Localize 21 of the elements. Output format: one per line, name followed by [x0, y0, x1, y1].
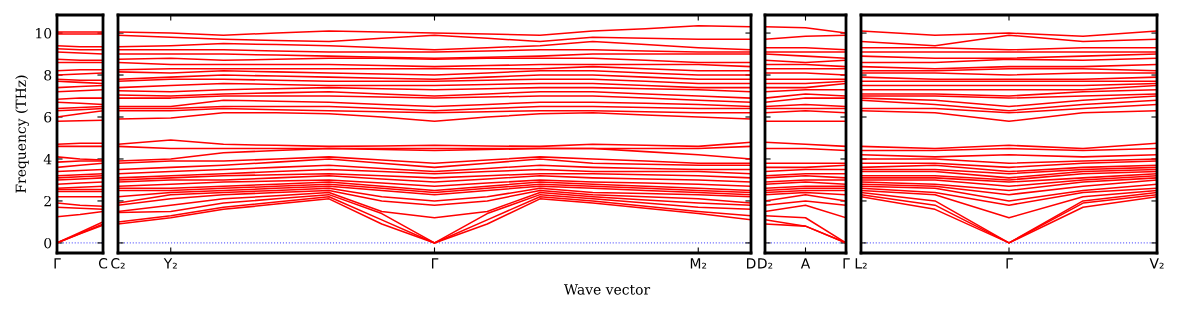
x-tick-label: Γ	[1006, 258, 1013, 269]
y-axis-title: Frequency (THz)	[15, 75, 29, 193]
y-tick-label: 6	[44, 111, 52, 123]
x-tick-label: M₂	[690, 258, 707, 269]
x-tick-label: V₂	[1149, 258, 1164, 269]
x-axis-title: Wave vector	[563, 284, 651, 295]
y-tick-label: 2	[44, 195, 51, 207]
x-tick-label: C	[98, 258, 108, 269]
x-tick-label: A	[800, 258, 811, 269]
y-tick-label: 10	[36, 28, 52, 39]
y-tick-label: 4	[43, 153, 52, 165]
x-tick-label: Γ	[54, 258, 61, 269]
x-tick-label: Γ	[843, 258, 850, 269]
x-tick-label: Y₂	[163, 258, 177, 269]
x-tick-label: D₂	[758, 258, 773, 269]
y-tick-label: 8	[44, 69, 52, 81]
x-tick-label: D	[747, 258, 756, 269]
x-tick-label: C₂	[111, 258, 125, 269]
x-tick-label: Γ	[431, 258, 439, 269]
x-tick-label: L₂	[855, 258, 867, 269]
y-tick-label: 0	[44, 237, 52, 249]
